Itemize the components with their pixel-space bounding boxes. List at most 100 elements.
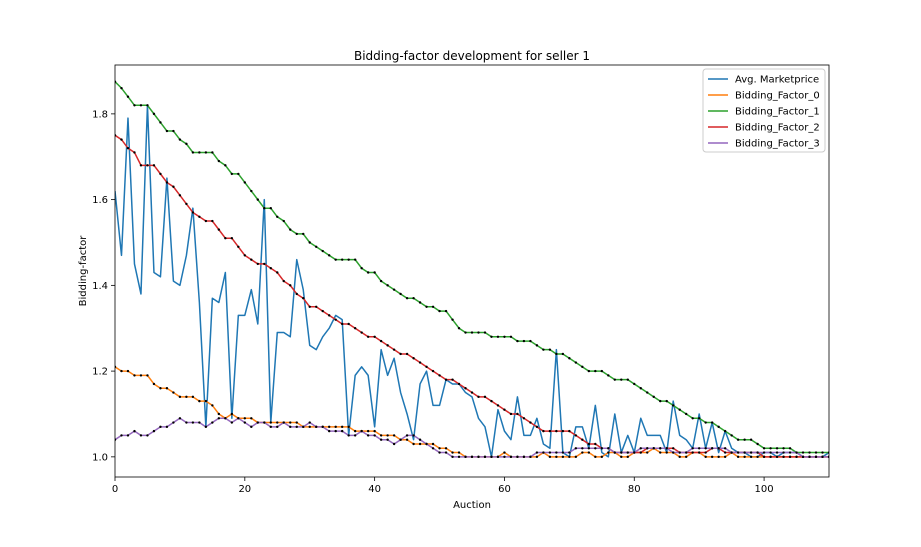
data-point	[749, 438, 753, 441]
data-point	[328, 314, 331, 317]
data-point	[152, 382, 156, 386]
data-point	[412, 434, 415, 437]
data-point	[568, 357, 571, 360]
data-point	[191, 421, 195, 424]
data-point	[652, 447, 655, 450]
data-point	[302, 425, 305, 429]
data-point	[607, 447, 610, 450]
data-point	[697, 447, 701, 450]
data-point	[282, 421, 285, 424]
data-point	[425, 305, 428, 308]
data-point	[775, 447, 779, 450]
data-point	[198, 151, 201, 154]
data-point	[710, 421, 714, 424]
data-point	[379, 438, 383, 441]
plot-frame	[114, 64, 830, 478]
data-point	[237, 417, 240, 420]
data-point	[743, 438, 746, 441]
data-point	[568, 455, 571, 459]
data-point	[289, 284, 292, 287]
data-point	[723, 455, 727, 459]
data-point	[302, 232, 305, 236]
data-point	[717, 425, 720, 429]
data-point	[340, 258, 344, 261]
data-point	[659, 399, 662, 403]
x-tick-label: 80	[628, 484, 641, 495]
x-tick-label: 60	[498, 484, 511, 495]
data-point	[808, 455, 811, 459]
data-point	[470, 391, 474, 394]
data-point	[334, 318, 337, 321]
data-point	[373, 429, 376, 433]
data-point	[373, 335, 376, 339]
data-point	[353, 327, 357, 330]
legend-label: Bidding_Factor_1	[735, 107, 820, 118]
data-point	[289, 425, 292, 429]
data-point	[191, 151, 195, 154]
series-bidding-factor-2	[115, 134, 829, 459]
data-point	[685, 412, 688, 416]
data-point	[704, 421, 707, 424]
data-point	[782, 451, 785, 454]
data-point	[386, 434, 389, 437]
data-point	[139, 104, 143, 107]
legend-label: Bidding_Factor_0	[735, 91, 820, 102]
data-point	[626, 451, 629, 454]
data-point	[503, 408, 506, 411]
data-point	[373, 271, 376, 274]
data-point	[366, 434, 370, 437]
data-point	[217, 159, 221, 163]
data-point	[315, 425, 318, 429]
legend-label: Bidding_Factor_3	[735, 139, 820, 150]
data-point	[204, 219, 208, 223]
data-point	[795, 455, 798, 459]
data-point	[321, 309, 324, 313]
data-point	[146, 374, 149, 377]
data-point	[133, 429, 136, 433]
data-point	[769, 451, 772, 454]
data-point	[801, 455, 805, 459]
data-point	[795, 451, 798, 454]
data-point	[250, 417, 253, 420]
data-point	[256, 198, 259, 201]
data-point	[561, 451, 565, 454]
data-point	[775, 451, 779, 454]
data-point	[256, 421, 259, 424]
data-point	[535, 344, 539, 347]
data-point	[691, 447, 694, 450]
data-point	[353, 429, 357, 433]
data-point	[211, 404, 214, 407]
data-point	[211, 219, 214, 223]
data-point	[639, 447, 642, 450]
data-point	[263, 421, 266, 424]
data-point	[217, 417, 221, 420]
data-point	[620, 455, 623, 459]
y-tick-label: 1.8	[92, 109, 108, 120]
data-point	[451, 378, 454, 381]
data-point	[568, 429, 571, 433]
data-point	[678, 408, 681, 411]
data-point	[594, 369, 597, 373]
data-point	[607, 451, 610, 454]
data-point	[516, 455, 519, 459]
data-point	[717, 447, 720, 450]
data-point	[477, 455, 480, 459]
legend-entries: Avg. Marketprice Bidding_Factor_0 Bidding_…	[708, 75, 820, 150]
data-point	[743, 455, 746, 459]
data-point	[282, 219, 285, 223]
data-point	[399, 352, 402, 356]
data-point	[503, 335, 506, 339]
data-point	[600, 369, 604, 373]
data-point	[152, 429, 156, 433]
y-tick-label: 1.0	[92, 452, 108, 463]
data-point	[736, 451, 740, 454]
data-point	[276, 271, 279, 274]
data-point	[386, 284, 389, 287]
data-point	[392, 348, 396, 351]
data-point	[509, 412, 513, 416]
data-point	[340, 322, 344, 326]
data-point	[185, 202, 188, 206]
data-point	[672, 404, 675, 407]
data-point	[211, 421, 214, 424]
